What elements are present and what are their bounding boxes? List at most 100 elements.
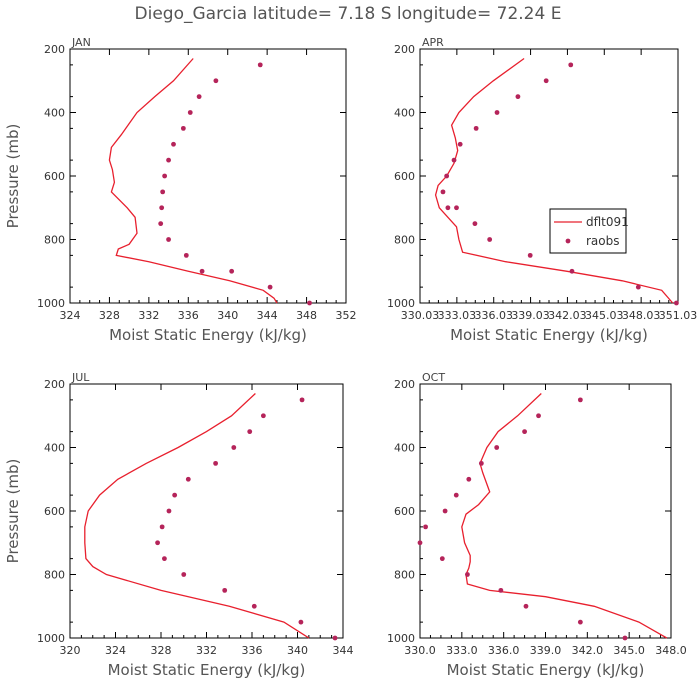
raob-point: [527, 252, 533, 258]
raob-point: [487, 237, 493, 242]
raob-point: [162, 173, 168, 179]
profile-line: [461, 393, 668, 639]
raob-point: [569, 268, 575, 274]
raob-point: [298, 619, 304, 625]
profile-line: [108, 58, 278, 304]
x-tick-label: 332: [196, 644, 217, 657]
x-tick-label: 344: [333, 644, 354, 657]
raob-point: [158, 221, 164, 227]
raob-point: [439, 556, 445, 562]
raob-point: [267, 284, 273, 290]
raob-point: [543, 78, 549, 84]
x-tick-label: 344: [257, 309, 278, 322]
y-axis-label: Pressure (mb): [4, 124, 22, 229]
raob-point: [247, 429, 253, 435]
raob-point: [299, 397, 305, 403]
raob-point: [451, 157, 457, 163]
figure-title: Diego_Garcia latitude= 7.18 S longitude=…: [135, 4, 562, 24]
y-tick-label: 1000: [37, 632, 65, 645]
raob-point: [172, 492, 178, 498]
y-tick-label: 600: [44, 505, 65, 518]
y-tick-label: 600: [44, 170, 65, 183]
y-tick-label: 800: [44, 569, 65, 582]
x-tick-label: 328: [99, 309, 120, 322]
raob-point: [498, 587, 504, 593]
x-tick-label: 339.0: [530, 644, 562, 657]
x-axis-label: Moist Static Energy (kJ/kg): [109, 326, 307, 344]
raob-point: [536, 413, 541, 419]
x-tick-label: 342.03: [548, 309, 587, 322]
raob-point: [159, 205, 165, 211]
x-tick-label: 348.03: [622, 309, 661, 322]
raob-point: [423, 524, 428, 530]
y-tick-label: 1000: [37, 297, 65, 310]
x-tick-label: 336.03: [474, 309, 513, 322]
panel-jul: JUL 320 324 328 332 336 340 344 200 400 600 800 1000…: [4, 371, 354, 679]
raob-point: [257, 62, 263, 68]
y-tick-label: 600: [394, 505, 415, 518]
raob-point: [332, 635, 338, 641]
raob-point: [166, 508, 172, 514]
x-axis-label: Moist Static Energy (kJ/kg): [450, 326, 648, 344]
y-tick-label: 1000: [387, 297, 415, 310]
panel-title: JUL: [71, 371, 90, 384]
x-tick-label: 336: [178, 309, 199, 322]
x-tick-label: 336.0: [488, 644, 520, 657]
legend-point-swatch: [565, 238, 571, 244]
raob-point: [466, 476, 472, 482]
x-tick-label: 340: [217, 309, 238, 322]
y-tick-label: 200: [44, 378, 65, 391]
raob-point: [472, 221, 478, 227]
x-tick-label: 342.0: [572, 644, 604, 657]
y-tick-label: 400: [394, 107, 415, 120]
plot-frame: [69, 48, 347, 304]
raob-point: [187, 110, 193, 115]
profile-line: [84, 393, 310, 639]
x-tick-label: 345.0: [613, 644, 645, 657]
x-tick-label: 339.03: [511, 309, 550, 322]
raob-point: [213, 78, 219, 84]
raob-point: [515, 94, 521, 100]
y-tick-label: 800: [44, 234, 65, 247]
raob-point: [442, 508, 448, 514]
raob-point: [160, 189, 166, 195]
x-tick-label: 351.03: [659, 309, 698, 322]
x-tick-label: 333.0: [446, 644, 478, 657]
raob-point: [568, 62, 574, 68]
raob-point: [444, 173, 450, 179]
raob-point: [494, 110, 500, 115]
raob-point: [180, 125, 186, 131]
legend-label-points: raobs: [586, 234, 620, 248]
panel-title: OCT: [422, 371, 445, 384]
x-tick-label: 332: [138, 309, 159, 322]
legend-label-line: dflt091: [586, 215, 629, 229]
raob-point: [453, 492, 459, 498]
raob-point: [213, 460, 219, 466]
raob-point: [494, 445, 500, 450]
y-axis-label: Pressure (mb): [4, 459, 22, 564]
y-tick-label: 400: [44, 442, 65, 455]
raob-point: [522, 429, 527, 435]
raob-point: [473, 125, 479, 131]
raob-point: [440, 189, 446, 195]
x-tick-label: 352: [336, 309, 357, 322]
plot-frame: [419, 48, 679, 304]
raob-point: [635, 284, 641, 290]
x-tick-label: 328: [151, 644, 172, 657]
x-tick-label: 348: [296, 309, 317, 322]
raob-point: [181, 572, 187, 577]
legend: dflt091 raobs: [549, 208, 629, 254]
raob-point: [622, 635, 628, 641]
plot-frame: [419, 383, 672, 639]
x-tick-label: 324: [105, 644, 126, 657]
raob-point: [166, 237, 171, 242]
raob-point: [454, 205, 459, 211]
panels: JAN 324 328 332 336 340 344 348 352 200 400 600 800 1…: [4, 36, 697, 679]
raob-point: [162, 556, 167, 562]
panel-title: APR: [422, 36, 444, 49]
x-tick-label: 345.03: [585, 309, 624, 322]
y-tick-label: 200: [44, 43, 65, 56]
y-tick-label: 600: [394, 170, 415, 183]
raob-point: [171, 141, 176, 147]
raob-point: [260, 413, 266, 419]
